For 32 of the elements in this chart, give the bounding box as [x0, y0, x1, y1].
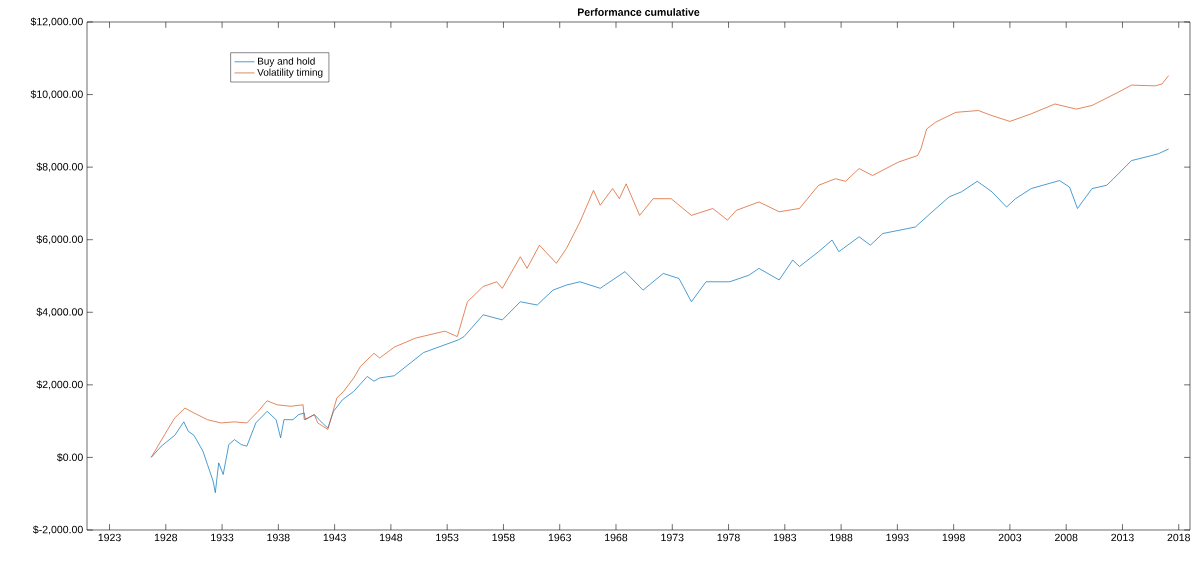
y-tick-label: $-2,000.00 — [32, 525, 83, 535]
x-tick-label: 2003 — [998, 533, 1022, 542]
x-tick-label: 1993 — [886, 533, 909, 542]
x-tick-label: 1988 — [830, 533, 853, 542]
x-tick-label: 2018 — [1167, 533, 1190, 542]
x-tick-label: 1928 — [154, 533, 178, 542]
x-tick-label: 1998 — [942, 533, 965, 542]
y-tick-label: $4,000.00 — [36, 307, 83, 317]
x-tick-label: 1948 — [379, 533, 403, 542]
x-tick-label: 2008 — [1055, 533, 1078, 542]
x-tick-label: 1978 — [717, 533, 740, 542]
y-tick-label: $0.00 — [56, 453, 83, 462]
y-tick-label: $8,000.00 — [36, 162, 83, 172]
legend-label: Volatility timing — [257, 68, 323, 78]
x-tick-label: 1923 — [98, 533, 121, 542]
chart-title: Performance cumulative — [577, 8, 700, 16]
y-tick-label: $2,000.00 — [36, 380, 83, 390]
y-tick-label: $10,000.00 — [30, 89, 83, 100]
legend-label: Buy and hold — [258, 57, 315, 67]
y-tick-label: $12,000.00 — [30, 17, 83, 27]
x-tick-label: 1968 — [605, 533, 628, 542]
line-series — [150, 148, 1169, 493]
x-tick-label: 1973 — [661, 533, 684, 542]
x-tick-label: 1943 — [323, 533, 346, 542]
x-tick-label: 2013 — [1111, 533, 1134, 542]
y-tick-label: $6,000.00 — [36, 235, 83, 245]
x-tick-label: 1938 — [267, 533, 290, 542]
x-tick-label: 1933 — [211, 533, 234, 542]
x-tick-label: 1983 — [773, 533, 797, 542]
x-tick-label: 1963 — [548, 533, 571, 542]
x-tick-label: 1953 — [436, 533, 459, 542]
x-tick-label: 1958 — [492, 533, 515, 542]
